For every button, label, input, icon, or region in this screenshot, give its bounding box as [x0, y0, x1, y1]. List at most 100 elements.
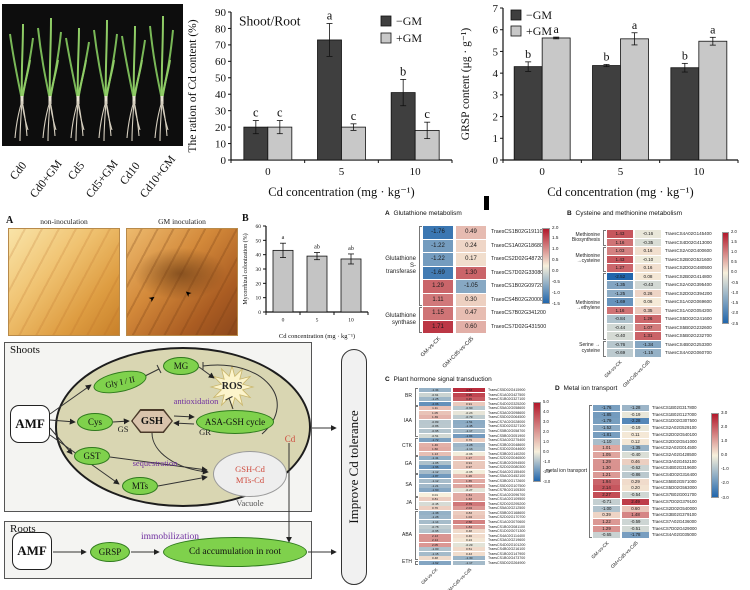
- gene-id: TraesCS3B02G379100: [652, 512, 697, 518]
- heatmap-cell: -0.95: [419, 428, 451, 433]
- heatmap-cell: -1.84: [453, 433, 485, 438]
- heatmap-cell: 0.12: [622, 438, 649, 445]
- immobilization-label: immobilization: [140, 532, 200, 542]
- gene-id: TraesCS1B02G127000: [652, 411, 697, 417]
- photo-label-cd5gm: Cd5+GM: [84, 158, 121, 201]
- heatmap-cell: -0.69: [607, 349, 633, 357]
- colorbar-tick: 4.0: [543, 408, 549, 414]
- heatmap-cell: -0.16: [635, 230, 661, 238]
- heatmap-cell: 1.30: [593, 465, 620, 472]
- group-bracket: [603, 230, 606, 247]
- gene-id: TraesCS3A02G219600: [488, 538, 526, 543]
- plant-root: [49, 100, 57, 131]
- heatmap-cell: 0.91: [453, 401, 485, 406]
- plant-leaf: [121, 35, 135, 101]
- bar: [541, 37, 571, 161]
- heatmap-cell: 0.16: [635, 264, 661, 272]
- chart-text: 10: [410, 166, 422, 178]
- heatmap-cell: 0.24: [456, 239, 486, 252]
- heatmap-cell: 0.24: [453, 538, 485, 543]
- heatmap-cell: -0.79: [453, 415, 485, 420]
- plant-root: [105, 100, 113, 131]
- plant-leaf: [104, 19, 108, 101]
- gene-id: TraesCS4A02G114400: [488, 533, 525, 538]
- group-bracket: [419, 307, 422, 333]
- heatmap-cell: 1.43: [607, 230, 633, 238]
- arbuscule-arrow-icon: ➤: [182, 287, 194, 299]
- gene-id: TraesCS2A02G014500: [652, 445, 697, 451]
- heatmap-panel-letter: A: [385, 210, 390, 217]
- plant-root: [133, 100, 141, 131]
- heatmap-cell: 0.76: [419, 506, 451, 511]
- gene-id: TraesCS5A02G058600: [488, 406, 526, 411]
- heatmap-cell: -0.86: [419, 424, 451, 429]
- heatmap-panel-letter: D: [555, 385, 560, 392]
- colorbar: [722, 232, 729, 324]
- gene-id: TraesCS4A02G155400: [488, 469, 526, 474]
- chart-text: Shoot/Root: [239, 14, 301, 29]
- chart-text: 0: [265, 166, 271, 178]
- heatmap-cell: 0.20: [622, 485, 649, 492]
- chart-text: 80: [215, 23, 227, 35]
- heatmap-cell: 2.14: [419, 538, 451, 543]
- heatmap-cell: 1.94: [593, 478, 620, 485]
- mg-node: MG: [163, 357, 199, 375]
- chart-text: 70: [215, 40, 227, 52]
- gene-id: TraesCS4B02G253300: [665, 341, 712, 347]
- heatmap-cell: -1.87: [419, 474, 451, 479]
- colorbar-tick: -2.0: [731, 310, 739, 316]
- gene-id: TraesCS7B02G341200: [491, 310, 546, 316]
- chart-text: a: [554, 22, 560, 36]
- heatmap-cell: 1.31: [635, 332, 661, 340]
- heatmap-cell: -0.40: [607, 332, 633, 340]
- microscopy-image-gm-inoculation: ➤ ➤: [126, 228, 238, 336]
- heatmap-cell: 1.61: [453, 492, 485, 497]
- heatmap-cell: 1.29: [593, 525, 620, 532]
- colorbar-tick: -2.0: [721, 480, 729, 486]
- chart-text: 0: [221, 155, 227, 167]
- chart-text: 0: [258, 310, 261, 316]
- heatmap-cell: 1.27: [607, 264, 633, 272]
- colorbar-tick: 0.0: [552, 267, 559, 273]
- gene-id: TraesCS5B02G058700: [488, 428, 526, 433]
- gene-id: TraesCS5B02G168600: [488, 510, 526, 515]
- heatmap-cell: -0.54: [622, 492, 649, 499]
- microscopy-right-title: GM inoculation: [158, 217, 206, 226]
- heatmap-metal-ion: D Metal ion transport -1.76 -1.28 TraesCS1B…: [546, 383, 750, 588]
- heatmap-cell: -0.19: [622, 425, 649, 432]
- group-label: Methionine Biosynthesis: [571, 231, 600, 244]
- heatmap-cell: -1.05: [419, 460, 451, 465]
- group-label: IAA: [403, 418, 412, 425]
- gene-id: TraesCS4A02G060700: [665, 350, 712, 355]
- heatmap-cell: 1.22: [593, 518, 620, 525]
- colorbar-tick: 3.0: [721, 409, 728, 415]
- heatmap-cell: 0.17: [456, 253, 486, 266]
- heatmap-cell: -1.35: [622, 445, 649, 452]
- gene-id: TraesCS3B02G172600: [488, 479, 526, 483]
- gene-id: TraesCS2D02G295200: [488, 501, 526, 506]
- heatmap-cell: -1.34: [419, 388, 451, 392]
- gene-id: TraesCS2A02G395400: [665, 282, 712, 287]
- plant-root: [126, 100, 135, 139]
- chart-text: 6: [493, 25, 499, 37]
- bar: [698, 40, 728, 161]
- heatmap-cell: 1.11: [423, 293, 453, 306]
- gene-id: TraesCS2A02G428500: [652, 451, 697, 457]
- chart-text: 30: [256, 267, 262, 273]
- chart-text: 0: [493, 155, 499, 167]
- heatmap-cell: -1.22: [423, 253, 453, 266]
- colorbar: [542, 228, 550, 304]
- plant-root: [154, 100, 163, 139]
- heatmap-cell: 1.26: [635, 315, 661, 323]
- heatmap-cell: -0.10: [635, 255, 661, 264]
- chart-text: 10: [348, 318, 354, 324]
- heatmap-cell: 0.01: [419, 492, 451, 497]
- plant-root: [98, 100, 107, 139]
- plant-leaf: [20, 23, 24, 101]
- colorbar-tick: 1.0: [552, 246, 559, 252]
- gene-id: TraesCS4B02G200000: [491, 296, 546, 303]
- heatmap-cell: 0.43: [453, 551, 485, 556]
- heatmap-cell: -1.62: [419, 560, 451, 565]
- gene-id: TraesCS5B02G571000: [652, 478, 697, 484]
